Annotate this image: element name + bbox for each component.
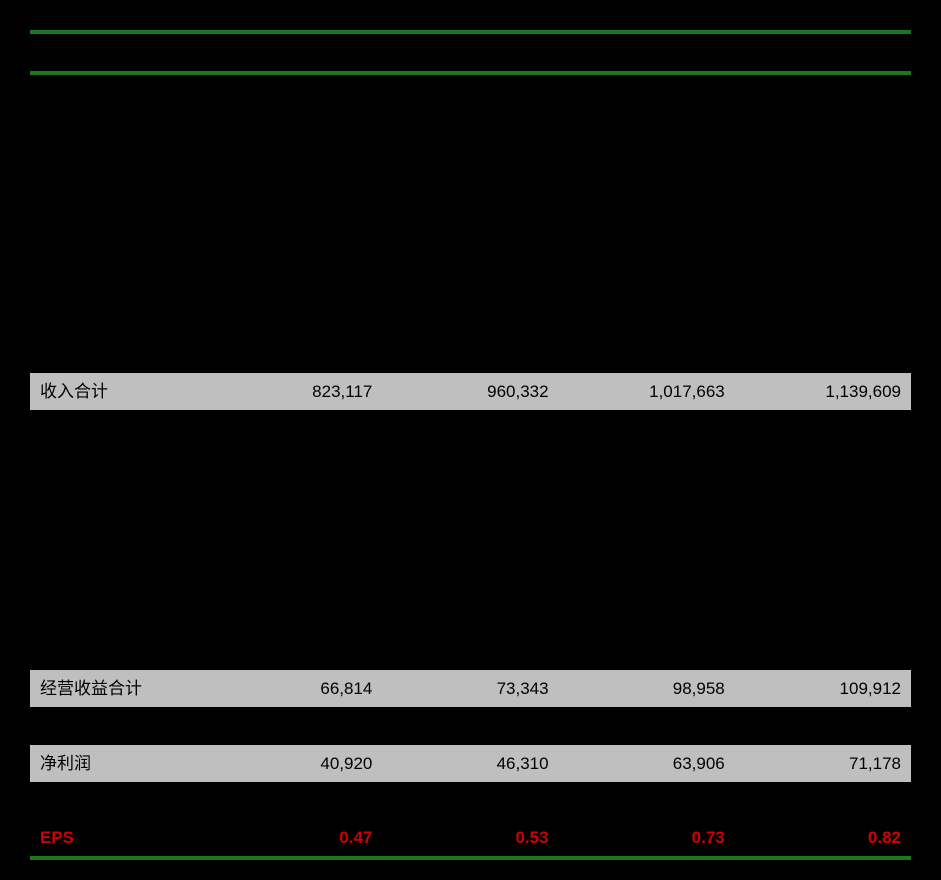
financials-table: 人民币 百万2020A2021A2022E2023E 已赚保费718,65982… [30,30,911,860]
table-row: 保险业务收入797,380858,524893,9351,007,765 [30,122,911,159]
table-row: 手续费及佣金支出-84,343-84,789-88,286-99,527 [30,559,911,596]
row-operating-income-total: 经营收益合计66,81473,34398,958109,912 [30,670,911,707]
label-operating-income-total: 经营收益合计 [30,670,206,707]
cell-value: 823,117 [206,373,382,410]
cell-value: 40,920 [206,745,382,782]
table-row: 保单红利支出-18,900-20,582-15,409-17,371 [30,521,911,558]
cell-value: 1,017,663 [559,373,735,410]
table-row: 税前利润55,34462,80286,35996,187 [30,707,911,744]
table-row: 赔付支出-172,764-196,521-202,958-228,801 [30,447,911,484]
table-row: 营业税金及附加-1,279-1,291-1,337-2,831 [30,596,911,633]
table-row: 银行利息净收入12,74815,41913,12813,654 [30,197,911,234]
row-net-profit: 净利润40,92046,31063,90671,178 [30,745,911,782]
cell-value: 73,343 [382,670,558,707]
cell-value: 63,906 [559,745,735,782]
table-row: 投资净收益及公允价值变动19,81521,23521,65723,998 [30,234,911,298]
table-row: 非保险业务收入72,973119,419123,756130,891 [30,160,911,197]
cell-value: 109,912 [735,670,911,707]
table-row: 退保金-33,253-41,580-43,271-48,781 [30,410,911,447]
rule-top-1 [30,32,911,44]
table-row: 管理费用-135,235-157,581-159,844-176,819 [30,633,911,670]
label-revenue-total: 收入合计 [30,373,206,410]
table-row: 汇兑损益-793-621800850 [30,298,911,335]
table-row: 提取保险责任准备金-389,072-469,294-483,791-545,39… [30,484,911,521]
table-container: 人民币 百万2020A2021A2022E2023E 已赚保费718,65982… [0,0,941,880]
cell-value: 0.53 [382,819,558,858]
table-row: 其他收益19,12121,14422,07823,593 [30,336,911,373]
cell-value: 66,814 [206,670,382,707]
table-row: 少数股东损益-2,117-1,731-2,907-3,238 [30,782,911,819]
row-revenue-total: 收入合计823,117960,3321,017,6631,139,609 [30,373,911,410]
cell-value: 71,178 [735,745,911,782]
cell-value: 0.47 [206,819,382,858]
row-eps: EPS0.470.530.730.82 [30,819,911,858]
cell-value: 960,332 [382,373,558,410]
cell-value: 98,958 [559,670,735,707]
cell-value: 0.82 [735,819,911,858]
cell-value: 1,139,609 [735,373,911,410]
header-spacer: 人民币 百万2020A2021A2022E2023E [30,44,911,73]
table-row: 已赚保费718,659824,345880,197993,336 [30,85,911,122]
label-net-profit: 净利润 [30,745,206,782]
cell-value: 0.73 [559,819,735,858]
rule-top-2 [30,73,911,85]
label-eps: EPS [30,819,206,858]
cell-value: 46,310 [382,745,558,782]
